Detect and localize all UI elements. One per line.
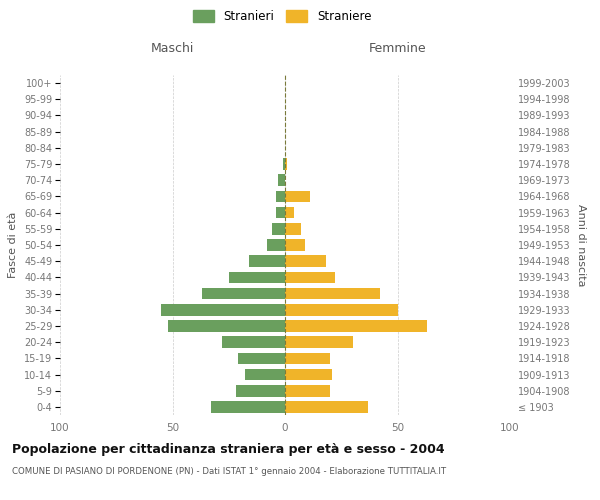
Bar <box>285 352 330 364</box>
Bar <box>278 174 285 186</box>
Bar <box>267 239 285 251</box>
Bar <box>285 368 332 380</box>
Bar <box>285 401 368 412</box>
Bar <box>285 223 301 234</box>
Bar <box>285 385 330 396</box>
Bar <box>285 336 353 348</box>
Bar <box>168 320 285 332</box>
Bar <box>285 256 325 267</box>
Bar <box>285 320 427 332</box>
Bar <box>285 207 294 218</box>
Bar <box>249 256 285 267</box>
Bar <box>276 207 285 218</box>
Y-axis label: Anni di nascita: Anni di nascita <box>576 204 586 286</box>
Bar <box>161 304 285 316</box>
Bar <box>271 223 285 234</box>
Bar <box>235 385 285 396</box>
Bar <box>285 304 398 316</box>
Bar <box>285 239 305 251</box>
Bar <box>283 158 285 170</box>
Bar <box>229 272 285 283</box>
Bar <box>238 352 285 364</box>
Bar <box>202 288 285 300</box>
Bar <box>222 336 285 348</box>
Bar <box>211 401 285 412</box>
Text: COMUNE DI PASIANO DI PORDENONE (PN) - Dati ISTAT 1° gennaio 2004 - Elaborazione : COMUNE DI PASIANO DI PORDENONE (PN) - Da… <box>12 468 446 476</box>
Y-axis label: Fasce di età: Fasce di età <box>8 212 19 278</box>
Bar <box>285 158 287 170</box>
Text: Maschi: Maschi <box>151 42 194 55</box>
Legend: Stranieri, Straniere: Stranieri, Straniere <box>188 5 376 28</box>
Bar <box>285 272 335 283</box>
Text: Femmine: Femmine <box>368 42 427 55</box>
Bar <box>285 288 380 300</box>
Bar <box>245 368 285 380</box>
Bar <box>276 190 285 202</box>
Bar <box>285 190 310 202</box>
Text: Popolazione per cittadinanza straniera per età e sesso - 2004: Popolazione per cittadinanza straniera p… <box>12 442 445 456</box>
